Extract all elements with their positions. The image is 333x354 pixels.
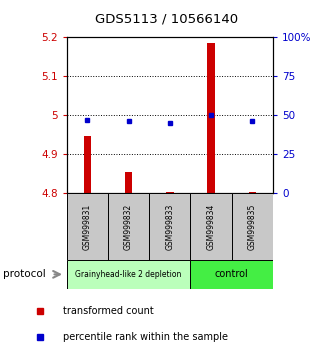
Bar — [166, 192, 173, 193]
Text: protocol: protocol — [3, 269, 46, 279]
Text: GDS5113 / 10566140: GDS5113 / 10566140 — [95, 12, 238, 25]
Text: GSM999835: GSM999835 — [248, 203, 257, 250]
Bar — [125, 172, 132, 193]
Bar — [84, 137, 91, 193]
Bar — [108, 193, 149, 260]
Bar — [190, 193, 232, 260]
Text: Grainyhead-like 2 depletion: Grainyhead-like 2 depletion — [75, 270, 182, 279]
Text: GSM999834: GSM999834 — [206, 203, 216, 250]
Text: GSM999833: GSM999833 — [165, 203, 174, 250]
Bar — [149, 193, 190, 260]
Text: percentile rank within the sample: percentile rank within the sample — [63, 332, 228, 342]
Bar — [67, 193, 108, 260]
Text: control: control — [215, 269, 249, 279]
Bar — [232, 193, 273, 260]
Bar — [67, 260, 190, 289]
Text: transformed count: transformed count — [63, 306, 154, 316]
Text: GSM999832: GSM999832 — [124, 204, 133, 250]
Bar — [207, 43, 215, 193]
Bar — [190, 260, 273, 289]
Text: GSM999831: GSM999831 — [83, 204, 92, 250]
Bar — [249, 192, 256, 193]
